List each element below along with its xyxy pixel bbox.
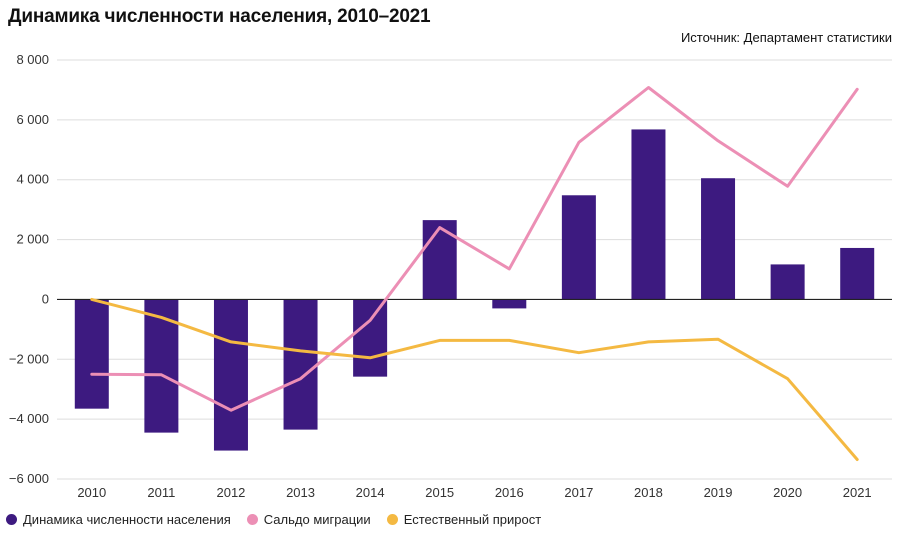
bar xyxy=(701,178,736,300)
x-tick-label: 2014 xyxy=(356,485,385,500)
y-tick-label: 0 xyxy=(42,291,49,306)
bar xyxy=(840,247,875,300)
legend-marker-migration xyxy=(246,514,258,525)
x-tick-label: 2016 xyxy=(495,485,524,500)
legend-item-population[interactable]: Динамика численности населения xyxy=(6,512,231,527)
x-tick-label: 2020 xyxy=(773,485,802,500)
legend-label-population: Динамика численности населения xyxy=(23,512,231,527)
chart-legend: Динамика численности населения Сальдо ми… xyxy=(6,512,557,527)
bar xyxy=(144,299,179,433)
natural-growth-line xyxy=(90,297,859,461)
x-tick-label: 2015 xyxy=(425,485,454,500)
x-tick-label: 2013 xyxy=(286,485,315,500)
bar xyxy=(283,299,318,430)
chart-source: Источник: Департамент статистики xyxy=(680,30,892,45)
chart-title: Динамика численности населения, 2010–202… xyxy=(8,6,431,27)
x-tick-label: 2019 xyxy=(704,485,733,500)
x-tick-label: 2010 xyxy=(77,485,106,500)
x-tick-label: 2021 xyxy=(843,485,872,500)
y-tick-label: 8 000 xyxy=(16,52,49,67)
bar xyxy=(492,299,527,309)
x-tick-label: 2011 xyxy=(147,485,175,500)
bar xyxy=(770,264,805,300)
y-tick-label: 2 000 xyxy=(16,232,49,247)
bar xyxy=(74,299,109,409)
bar xyxy=(422,220,457,300)
y-tick-label: −6 000 xyxy=(9,471,49,486)
legend-marker-population xyxy=(6,514,17,525)
x-tick-label: 2017 xyxy=(564,485,593,500)
legend-item-migration[interactable]: Сальдо миграции xyxy=(246,512,371,527)
bar xyxy=(631,129,666,300)
y-tick-label: −4 000 xyxy=(9,411,49,426)
migration-line xyxy=(90,86,859,412)
y-tick-label: 4 000 xyxy=(16,172,49,187)
y-tick-label: 6 000 xyxy=(16,112,49,127)
x-tick-label: 2012 xyxy=(216,485,245,500)
x-tick-label: 2018 xyxy=(634,485,663,500)
legend-marker-natural xyxy=(386,514,398,525)
y-tick-label: −2 000 xyxy=(9,351,49,366)
legend-label-natural: Естественный прирост xyxy=(403,512,542,527)
bar xyxy=(213,299,248,451)
legend-item-natural[interactable]: Естественный прирост xyxy=(386,512,542,527)
legend-label-migration: Сальдо миграции xyxy=(263,512,371,527)
bar xyxy=(353,299,388,377)
bar xyxy=(561,195,596,300)
